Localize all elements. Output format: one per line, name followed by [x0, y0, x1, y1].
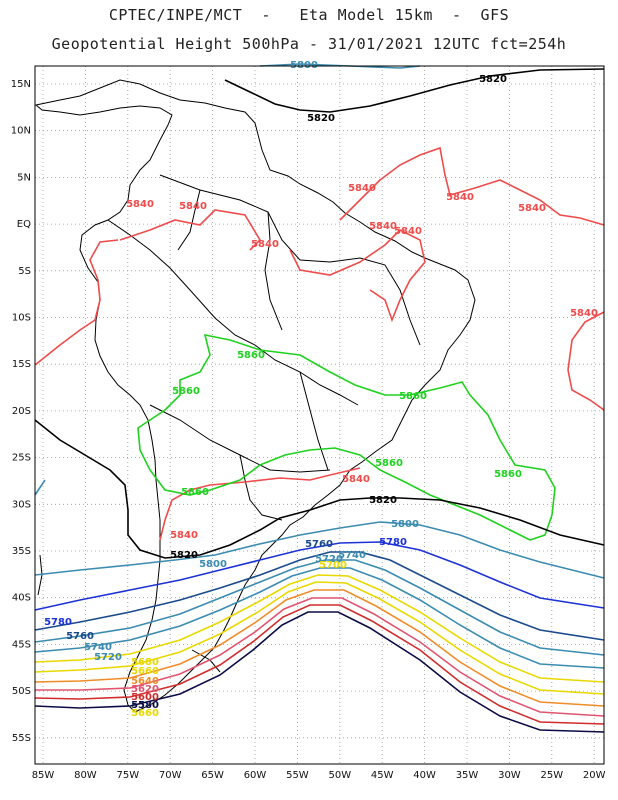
contour-label-5860: 5860	[494, 469, 522, 480]
contour-label-5640: 5640	[131, 676, 159, 687]
contour-label-5740: 5740	[338, 550, 366, 561]
contour-label-5780: 5780	[379, 537, 407, 548]
contour-label-5840: 5840	[570, 308, 598, 319]
contour-label-5840: 5840	[394, 226, 422, 237]
contour-label-5760: 5760	[305, 539, 333, 550]
longitude-tick-label: 75W	[116, 770, 139, 781]
contour-label-5660: 5660	[131, 708, 159, 719]
longitude-tick-label: 65W	[201, 770, 224, 781]
contour-label-5660: 5660	[131, 666, 159, 677]
contour-label-5840: 5840	[369, 221, 397, 232]
contour-label-5840: 5840	[518, 203, 546, 214]
longitude-tick-label: 50W	[328, 770, 351, 781]
longitude-tick-label: 55W	[286, 770, 309, 781]
latitude-tick-label: 25S	[12, 453, 31, 464]
coastline	[34, 79, 476, 713]
contour-label-5600: 5600	[131, 692, 159, 703]
latitude-tick-label: 20S	[12, 406, 31, 417]
contour-label-5840: 5840	[126, 199, 154, 210]
latitude-tick-label: 30S	[12, 499, 31, 510]
contour-label-5740: 5740	[84, 642, 112, 653]
contour-label-5820: 5820	[369, 495, 397, 506]
latitude-tick-label: EQ	[17, 219, 31, 230]
map-frame	[34, 65, 605, 765]
contour-label-5580: 5580	[131, 700, 159, 711]
contour-label-5680: 5680	[131, 657, 159, 668]
contour-label-5840: 5840	[446, 192, 474, 203]
contour-label-5840: 5840	[251, 239, 279, 250]
longitude-tick-label: 80W	[74, 770, 97, 781]
latitude-tick-label: 45S	[12, 639, 31, 650]
longitude-tick-label: 70W	[159, 770, 182, 781]
latitude-tick-label: 50S	[12, 686, 31, 697]
contour-label-5800: 5800	[391, 519, 419, 530]
latitude-tick-label: 40S	[12, 593, 31, 604]
longitude-tick-label: 60W	[244, 770, 267, 781]
contours	[34, 63, 605, 733]
latitude-tick-label: 10S	[12, 313, 31, 324]
contour-label-5860: 5860	[399, 391, 427, 402]
contour-label-5860: 5860	[181, 487, 209, 498]
contour-label-5700: 5700	[319, 560, 347, 571]
contour-label-5860: 5860	[375, 458, 403, 469]
latitude-tick-label: 15S	[12, 359, 31, 370]
contour-label-5800: 5800	[199, 559, 227, 570]
title-line-2: Geopotential Height 500hPa - 31/01/2021 …	[51, 35, 567, 53]
contour-label-5820: 5820	[170, 550, 198, 561]
contour-label-5820: 5820	[479, 74, 507, 85]
contour-label-5860: 5860	[237, 350, 265, 361]
contour-label-5620: 5620	[131, 684, 159, 695]
latitude-labels: 15N 10N 5N EQ 5S 10S 15S 20S 25S 30S 35S 40S 45S 50S 5…	[11, 79, 31, 744]
contour-label-5760: 5760	[66, 631, 94, 642]
title-line-1: CPTEC/INPE/MCT - Eta Model 15km - GFS	[108, 6, 510, 24]
latitude-tick-label: 15N	[11, 79, 31, 90]
longitude-tick-label: 35W	[456, 770, 479, 781]
contour-label-5720: 5720	[315, 554, 343, 565]
latitude-tick-label: 5S	[18, 266, 31, 277]
contour-label-5840: 5840	[342, 474, 370, 485]
longitude-tick-label: 25W	[540, 770, 563, 781]
contour-label-5780: 5780	[44, 617, 72, 628]
longitude-tick-label: 85W	[32, 770, 55, 781]
contour-label-5720: 5720	[94, 652, 122, 663]
latitude-tick-label: 5N	[17, 172, 31, 183]
longitude-labels: 85W 80W 75W 70W 65W 60W 55W 50W 45W 40W 35W 30W 25W 2…	[32, 770, 606, 781]
longitude-tick-label: 45W	[371, 770, 394, 781]
latitude-tick-label: 35S	[12, 546, 31, 557]
latitude-tick-label: 55S	[12, 733, 31, 744]
contour-label-5840: 5840	[179, 201, 207, 212]
longitude-tick-label: 40W	[413, 770, 436, 781]
contour-label-5860: 5860	[172, 386, 200, 397]
longitude-tick-label: 30W	[498, 770, 521, 781]
longitude-tick-label: 20W	[583, 770, 606, 781]
latitude-tick-label: 10N	[11, 126, 31, 137]
contour-label-5820: 5820	[307, 113, 335, 124]
contour-label-5840: 5840	[170, 530, 198, 541]
contour-label-5840: 5840	[348, 183, 376, 194]
